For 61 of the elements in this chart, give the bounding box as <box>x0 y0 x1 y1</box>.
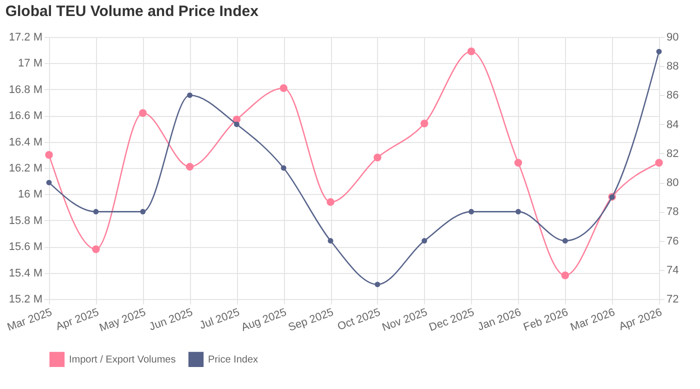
x-tick-label: Apr 2026 <box>618 306 664 334</box>
x-tick-label: Dec 2025 <box>428 306 476 334</box>
point <box>46 180 52 186</box>
y2-tick-label: 78 <box>666 206 679 218</box>
y-tick-label: 15.6 M <box>8 241 42 254</box>
point <box>45 151 53 159</box>
y-tick-label: 15.2 M <box>8 294 42 306</box>
point <box>467 48 476 56</box>
x-tick-label: Nov 2025 <box>380 306 429 334</box>
x-tick-label: Aug 2025 <box>240 306 288 334</box>
point <box>280 84 288 92</box>
y2-tick-label: 88 <box>666 60 679 73</box>
point <box>656 48 662 54</box>
point <box>562 238 568 244</box>
y-tick-label: 17.2 M <box>8 32 42 44</box>
point <box>234 122 240 128</box>
point <box>655 158 663 167</box>
y-tick-label: 15.4 M <box>8 267 42 280</box>
x-tick-label: Jul 2025 <box>198 306 242 332</box>
point <box>374 282 380 288</box>
point <box>374 154 382 162</box>
point <box>138 109 147 117</box>
legend-label: Import / Export Volumes <box>69 354 176 366</box>
point <box>422 238 428 244</box>
point <box>280 165 286 171</box>
x-tick-label: Mar 2026 <box>568 306 617 334</box>
legend-label: Price Index <box>208 354 258 366</box>
point <box>328 238 334 244</box>
y2-tick-label: 90 <box>666 32 679 44</box>
y-tick-label: 15.8 M <box>8 214 42 227</box>
y-tick-label: 16.4 M <box>8 136 42 148</box>
point <box>468 208 474 214</box>
point <box>93 208 99 214</box>
y2-tick-label: 74 <box>666 264 679 276</box>
point <box>326 198 334 206</box>
point <box>420 120 428 128</box>
y2-tick-label: 72 <box>666 294 679 306</box>
point <box>514 158 522 167</box>
y2-tick-label: 84 <box>666 118 679 131</box>
x-tick-label: Mar 2025 <box>6 306 54 334</box>
x-tick-label: Oct 2025 <box>336 306 382 334</box>
y2-tick-label: 76 <box>666 235 679 248</box>
y-tick-label: 16.2 M <box>8 162 42 174</box>
x-tick-label: Jan 2026 <box>476 306 523 334</box>
point <box>140 208 146 214</box>
point <box>92 245 100 254</box>
y-tick-label: 16.8 M <box>8 84 42 96</box>
point <box>187 92 193 98</box>
point <box>515 208 521 214</box>
y-tick-label: 16 M <box>18 188 42 201</box>
x-tick-label: Sep 2025 <box>286 306 336 334</box>
y-tick-label: 16.6 M <box>8 110 42 122</box>
x-tick-label: Jun 2025 <box>148 306 194 334</box>
chart-title: Global TEU Volume and Price Index <box>5 3 260 20</box>
x-tick-label: Feb 2026 <box>522 306 570 334</box>
y2-tick-label: 80 <box>666 177 679 190</box>
y2-tick-label: 82 <box>666 148 679 160</box>
point <box>561 272 570 280</box>
point <box>186 162 194 171</box>
y-tick-label: 17 M <box>18 58 42 70</box>
y2-tick-label: 86 <box>666 90 679 102</box>
